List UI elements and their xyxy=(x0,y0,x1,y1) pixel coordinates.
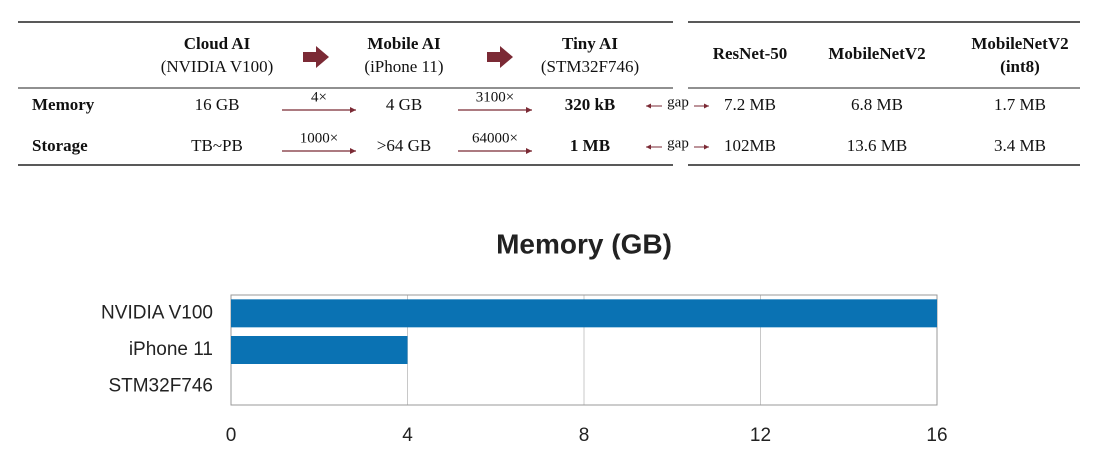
cell: 13.6 MB xyxy=(847,136,907,155)
arrow-head xyxy=(704,144,709,150)
row-label: Storage xyxy=(32,136,88,155)
x-tick-label: 0 xyxy=(226,425,237,446)
column-subtitle: (STM32F746) xyxy=(541,57,639,76)
arrow-head xyxy=(526,148,532,154)
gap-label: gap xyxy=(667,135,689,151)
table: Cloud AI (NVIDIA V100) Mobile AI (iPhone 11… xyxy=(18,21,1080,166)
arrow-head xyxy=(350,107,356,113)
column-title: Mobile AI xyxy=(367,34,441,53)
cell: 3.4 MB xyxy=(994,136,1046,155)
arrow-head xyxy=(646,103,651,109)
y-tick-label: STM32F746 xyxy=(108,376,213,397)
column-title: Tiny AI xyxy=(562,34,618,53)
cell: 1.7 MB xyxy=(994,95,1046,114)
column-title: MobileNetV2 xyxy=(828,44,925,63)
x-tick-label: 8 xyxy=(579,425,590,446)
ratio-label: 3100× xyxy=(476,89,514,105)
row-label: Memory xyxy=(32,95,95,114)
column-subtitle: (int8) xyxy=(1000,57,1040,76)
header-arrow xyxy=(487,46,513,68)
gap-label: gap xyxy=(667,94,689,110)
bar xyxy=(231,299,937,328)
chart-title: Memory (GB) xyxy=(496,228,672,259)
cell: 102MB xyxy=(724,136,776,155)
cell: >64 GB xyxy=(377,136,431,155)
cell: 1 MB xyxy=(570,136,610,155)
bar xyxy=(231,336,408,364)
column-title: ResNet-50 xyxy=(713,44,788,63)
cell: 4 GB xyxy=(386,95,422,114)
y-tick-label: NVIDIA V100 xyxy=(101,302,213,323)
x-tick-label: 4 xyxy=(402,425,413,446)
cell: 7.2 MB xyxy=(724,95,776,114)
column-subtitle: (NVIDIA V100) xyxy=(161,57,274,76)
arrow-head xyxy=(526,107,532,113)
chart: Memory (GB) 0 4 8 12 16 NVIDIA V100 iPhone 11 S… xyxy=(101,228,948,446)
arrow-head xyxy=(646,144,651,150)
column-title: MobileNetV2 xyxy=(971,34,1068,53)
ratio-label: 1000× xyxy=(300,130,338,146)
y-tick-label: iPhone 11 xyxy=(129,339,213,360)
column-title: Cloud AI xyxy=(184,34,251,53)
cell: 6.8 MB xyxy=(851,95,903,114)
cell: TB~PB xyxy=(191,136,243,155)
arrow-head xyxy=(704,103,709,109)
column-subtitle: (iPhone 11) xyxy=(364,57,443,76)
header-arrow xyxy=(303,46,329,68)
x-tick-label: 16 xyxy=(926,425,947,446)
x-tick-label: 12 xyxy=(750,425,771,446)
ratio-label: 4× xyxy=(311,89,327,105)
arrow-head xyxy=(350,148,356,154)
cell: 320 kB xyxy=(565,95,616,114)
cell: 16 GB xyxy=(195,95,240,114)
ratio-label: 64000× xyxy=(472,130,518,146)
